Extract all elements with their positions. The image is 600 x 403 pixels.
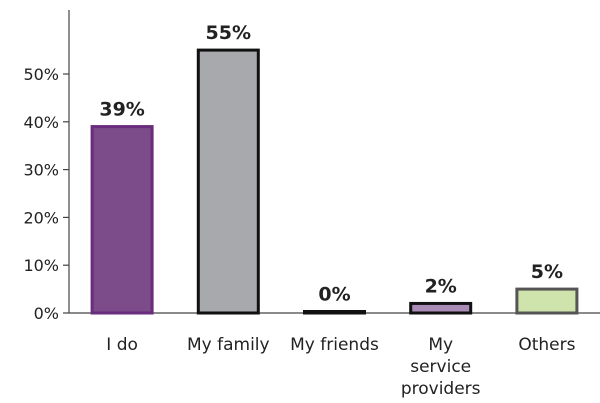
data-label-1: 55% bbox=[206, 22, 251, 44]
bars-group bbox=[90, 48, 579, 315]
y-tick-label: 30% bbox=[23, 161, 59, 180]
category-label-3: My bbox=[428, 335, 453, 355]
bar-4 bbox=[515, 287, 579, 315]
x-axis-category-labels: I do My family My friends Myserviceprovider… bbox=[106, 335, 575, 399]
y-tick-label: 0% bbox=[34, 304, 59, 323]
bar-1 bbox=[196, 48, 260, 315]
y-tick-label: 10% bbox=[23, 256, 59, 275]
data-label-0: 39% bbox=[99, 99, 144, 121]
bar-2 bbox=[303, 310, 366, 315]
category-label-4: Others bbox=[518, 335, 575, 355]
y-tick-label: 40% bbox=[23, 113, 59, 132]
category-label-1: My family bbox=[187, 335, 270, 355]
y-axis-ticks: 0% 10% 20% 30% 40% 50% bbox=[23, 65, 69, 323]
data-label-4: 5% bbox=[531, 261, 563, 283]
data-label-3: 2% bbox=[425, 275, 457, 297]
y-tick-label: 50% bbox=[23, 65, 59, 84]
category-label-0: I do bbox=[106, 335, 138, 355]
category-label-3: providers bbox=[401, 379, 481, 399]
category-label-3: service bbox=[410, 357, 471, 377]
data-labels-group: 39% 55% 0% 2% 5% bbox=[99, 22, 563, 305]
category-label-2: My friends bbox=[290, 335, 379, 355]
bar-0 bbox=[90, 125, 154, 315]
y-tick-label: 20% bbox=[23, 208, 59, 227]
bar-3 bbox=[409, 301, 473, 315]
data-label-2: 0% bbox=[318, 284, 350, 306]
